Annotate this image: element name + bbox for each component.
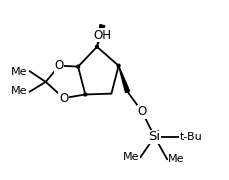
Text: Me: Me [122, 152, 139, 163]
Text: OH: OH [93, 29, 111, 42]
Polygon shape [118, 66, 129, 93]
Text: O: O [54, 59, 64, 72]
Circle shape [76, 65, 79, 68]
Polygon shape [97, 25, 104, 47]
Circle shape [117, 64, 120, 67]
Text: Si: Si [148, 130, 160, 143]
Text: Me: Me [11, 67, 27, 77]
Text: O: O [137, 105, 146, 118]
Circle shape [84, 93, 86, 96]
Text: Me: Me [11, 86, 27, 96]
Circle shape [95, 45, 98, 48]
Text: Me: Me [167, 154, 184, 164]
Text: t-Bu: t-Bu [179, 132, 202, 142]
Text: O: O [59, 92, 68, 105]
